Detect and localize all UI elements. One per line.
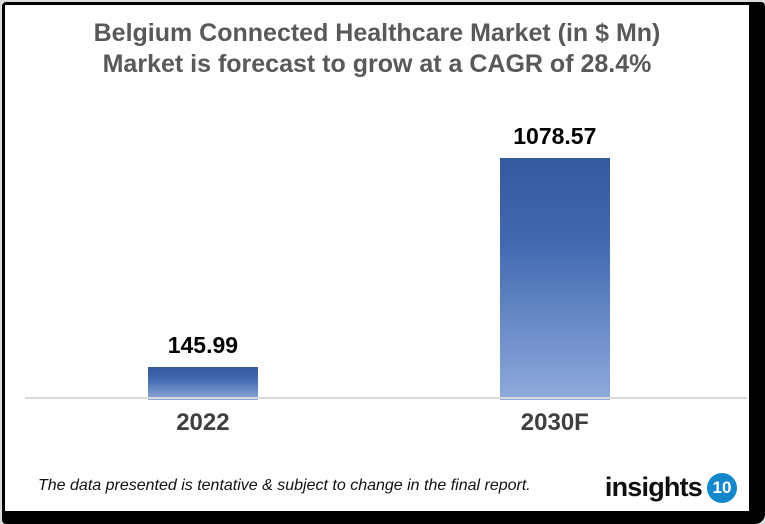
- bar-2030f: [499, 158, 610, 400]
- logo-text: insights: [604, 472, 703, 502]
- disclaimer-text: The data presented is tentative & subjec…: [38, 477, 531, 494]
- insights10-logo: insights 10: [605, 472, 737, 503]
- bar-2022: [147, 367, 258, 400]
- x-axis-line: [25, 397, 747, 399]
- value-label-2022: 145.99: [167, 332, 239, 358]
- value-label-2030f: 1078.57: [513, 123, 597, 149]
- bar-chart-plot: 145.99 1078.57: [5, 5, 749, 400]
- category-label-2022: 2022: [176, 409, 230, 436]
- category-label-2030f: 2030F: [520, 409, 589, 436]
- logo-badge: 10: [707, 472, 737, 503]
- chart-title-block: Belgium Connected Healthcare Market (in …: [5, 5, 749, 80]
- chart-subtitle: Market is forecast to grow at a CAGR of …: [102, 50, 652, 78]
- chart-title: Belgium Connected Healthcare Market (in …: [93, 19, 661, 47]
